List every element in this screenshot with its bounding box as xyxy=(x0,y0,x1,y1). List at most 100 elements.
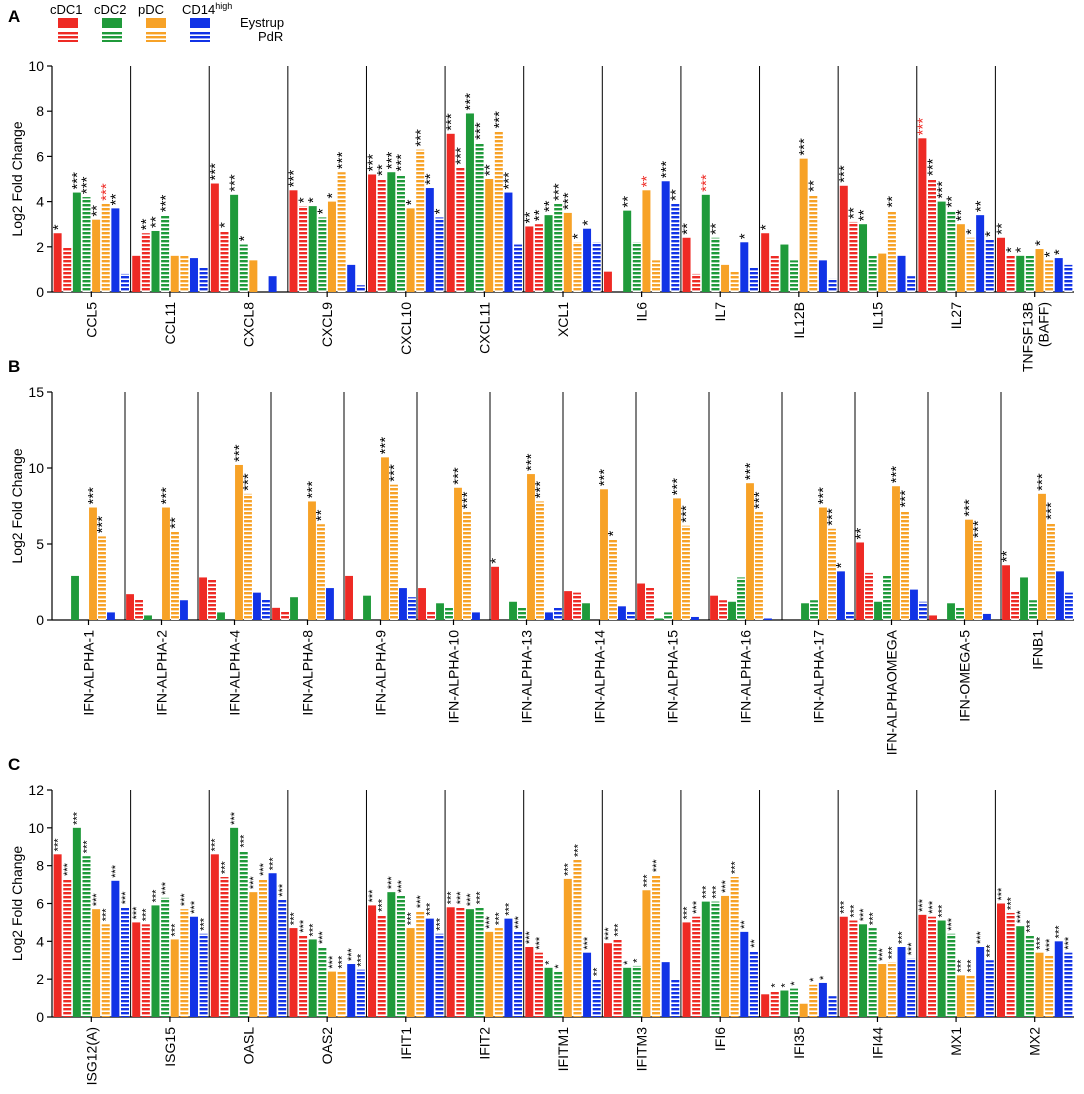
significance-marker: *** xyxy=(98,183,115,201)
significance-marker: ** xyxy=(481,164,498,176)
significance-marker: *** xyxy=(327,955,339,969)
significance-marker: * xyxy=(324,193,341,199)
bar-pdc-eystrup xyxy=(406,208,415,292)
bar-cdc2-pdr xyxy=(82,197,91,292)
y-tick-label: 6 xyxy=(36,896,44,912)
y-tick-label: 0 xyxy=(36,1009,44,1025)
bar-cdc2-eystrup xyxy=(859,224,868,292)
bar-cdc2-eystrup xyxy=(544,967,553,1017)
bar-cdc2-pdr xyxy=(868,928,877,1017)
significance-marker: *** xyxy=(189,900,201,914)
significance-marker: * xyxy=(305,197,322,203)
bar-cd14high-pdr xyxy=(671,979,680,1017)
bar-cdc1-pdr xyxy=(377,179,386,292)
bar-pdc-pdr xyxy=(244,493,252,620)
bar-pdc-eystrup xyxy=(485,179,494,292)
bar-cdc1-eystrup xyxy=(132,255,141,292)
bar-cdc2-pdr xyxy=(445,607,453,620)
bar-cdc1-eystrup xyxy=(289,928,298,1017)
bar-pdc-eystrup xyxy=(819,507,827,620)
significance-marker: *** xyxy=(229,811,241,825)
gene-label: OAS2 xyxy=(319,1027,335,1065)
bar-cdc1-pdr xyxy=(141,233,150,292)
y-tick-label: 8 xyxy=(36,103,44,119)
gene-group-oas2: ************************ xyxy=(288,912,368,1017)
gene-label: CXCL11 xyxy=(476,302,492,354)
gene-label: IFN-ALPHA-13 xyxy=(519,630,535,724)
legend-superscript: high xyxy=(215,1,232,11)
significance-marker: *** xyxy=(317,930,329,944)
bar-cdc1-pdr xyxy=(427,610,435,620)
bar-pdc-pdr xyxy=(1045,954,1054,1017)
bar-cdc2-pdr xyxy=(396,895,405,1017)
bar-cd14high-pdr xyxy=(985,960,994,1017)
bar-pdc-pdr xyxy=(887,210,896,292)
gene-label: IFN-ALPHA-10 xyxy=(446,630,462,724)
bar-cd14high-eystrup xyxy=(504,918,513,1017)
significance-marker: *** xyxy=(534,936,546,950)
significance-marker: * xyxy=(553,964,565,969)
significance-marker: *** xyxy=(462,93,479,111)
legend-swatch-pdc-eystrup xyxy=(146,18,166,28)
bar-cdc1-pdr xyxy=(646,586,654,620)
bar-pdc-eystrup xyxy=(799,158,808,292)
bar-pdc-eystrup xyxy=(721,895,730,1017)
bar-cdc2-eystrup xyxy=(728,601,736,620)
significance-marker: *** xyxy=(867,912,879,926)
bar-cd14high-pdr xyxy=(749,950,758,1017)
bar-cdc1-eystrup xyxy=(918,914,927,1017)
bar-cd14high-eystrup xyxy=(691,616,699,620)
significance-marker: ** xyxy=(852,528,869,540)
bar-pdc-pdr xyxy=(494,131,503,292)
bar-cdc1-pdr xyxy=(770,990,779,1017)
y-tick-label: 12 xyxy=(28,782,44,798)
significance-marker: * xyxy=(217,222,234,228)
gene-group-mx1: ************************ xyxy=(917,898,997,1017)
gene-label: CCL11 xyxy=(162,302,178,345)
bar-pdc-pdr xyxy=(1045,260,1054,292)
bar-cdc2-eystrup xyxy=(290,597,298,620)
bar-pdc-pdr xyxy=(337,172,346,292)
bar-cdc2-pdr xyxy=(883,575,891,620)
significance-marker: *** xyxy=(501,172,518,190)
significance-marker: * xyxy=(570,233,587,239)
significance-marker: * xyxy=(50,224,67,230)
bar-cd14high-eystrup xyxy=(976,215,985,292)
significance-marker: *** xyxy=(474,891,486,905)
bar-cdc1-eystrup xyxy=(53,854,62,1017)
bar-cd14high-eystrup xyxy=(983,613,991,620)
significance-marker: *** xyxy=(304,481,321,499)
legend-swatch-cdc1-pdr xyxy=(58,32,78,42)
bar-cdc1-pdr xyxy=(928,179,937,292)
bar-cdc1-pdr xyxy=(377,914,386,1017)
significance-marker: *** xyxy=(377,898,389,912)
bar-cd14high-eystrup xyxy=(347,264,356,292)
significance-marker: *** xyxy=(934,181,951,199)
bar-cdc1-pdr xyxy=(281,610,289,620)
bar-pdc-pdr xyxy=(966,237,975,292)
significance-marker: ** xyxy=(884,196,901,208)
bar-cdc1-pdr xyxy=(299,935,308,1017)
bar-cd14high-eystrup xyxy=(399,588,407,620)
gene-group-ccl5: ************** xyxy=(50,172,129,292)
bar-pdc-eystrup xyxy=(308,501,316,620)
bar-cd14high-pdr xyxy=(592,979,601,1017)
significance-marker: *** xyxy=(85,487,102,505)
gene-group-isg15: ************************ xyxy=(131,881,210,1017)
gene-group-ifn-alpha-10: *** *** xyxy=(418,467,480,620)
significance-marker: *** xyxy=(523,453,540,471)
bar-cdc1-eystrup xyxy=(368,905,377,1017)
significance-marker: *** xyxy=(91,893,103,907)
bar-cdc2-pdr xyxy=(475,142,484,292)
bar-cdc1-eystrup xyxy=(603,943,612,1017)
significance-marker: *** xyxy=(560,192,577,210)
significance-marker: *** xyxy=(961,499,978,517)
significance-marker: *** xyxy=(455,891,467,905)
gene-label-sub: (BAFF) xyxy=(1036,302,1052,347)
significance-marker: *** xyxy=(386,464,403,482)
significance-marker: * xyxy=(315,208,332,214)
gene-group-ifit2: ************************ xyxy=(446,891,525,1017)
significance-marker: *** xyxy=(364,154,381,172)
gene-label: IFN-ALPHA-15 xyxy=(665,630,681,724)
